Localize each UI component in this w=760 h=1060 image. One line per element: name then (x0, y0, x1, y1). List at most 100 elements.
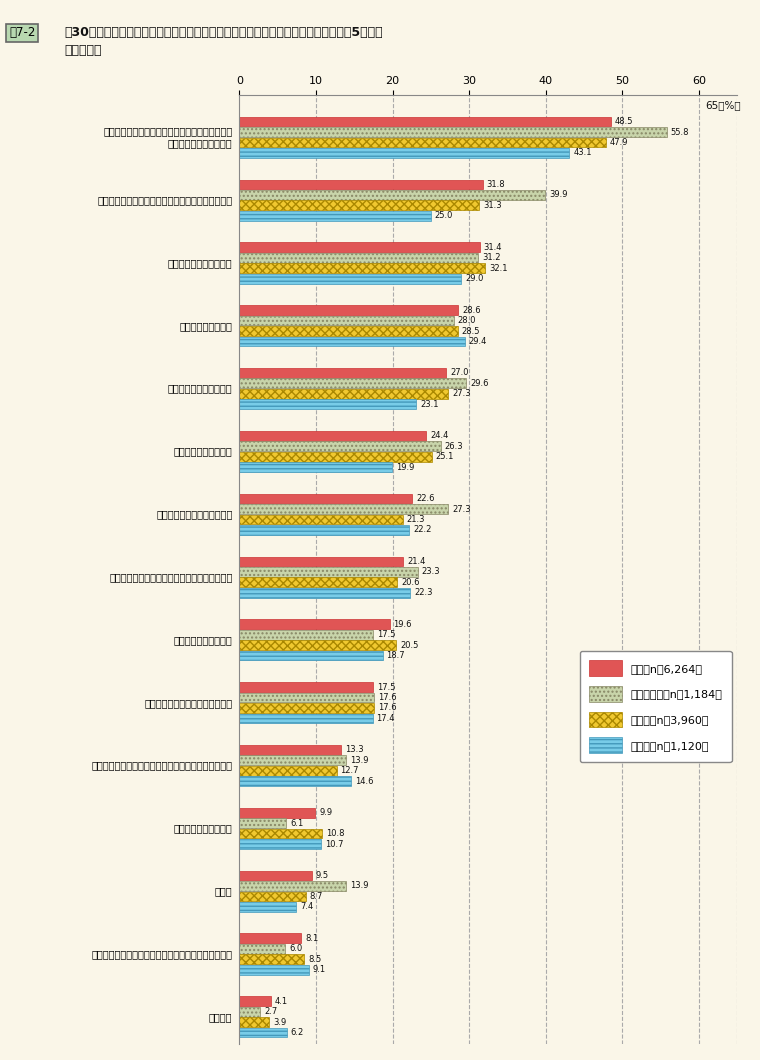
Bar (239, 776, 351, 787)
Bar (239, 452, 432, 461)
Bar (239, 190, 545, 199)
Text: 14.6: 14.6 (355, 777, 374, 785)
Bar (239, 441, 441, 452)
Text: 8.1: 8.1 (306, 934, 318, 942)
Text: 9.9: 9.9 (319, 808, 332, 817)
Text: 9.5: 9.5 (316, 871, 329, 880)
Text: 28.6: 28.6 (462, 305, 481, 315)
Text: 10.7: 10.7 (325, 840, 344, 849)
Text: 22.6: 22.6 (416, 494, 435, 504)
Bar (239, 326, 458, 336)
Bar (239, 766, 337, 776)
Bar (239, 881, 346, 890)
Text: 18.7: 18.7 (386, 651, 405, 660)
Text: 2.7: 2.7 (264, 1007, 277, 1017)
Bar (239, 378, 466, 388)
Text: 27.3: 27.3 (452, 389, 471, 399)
Bar (239, 944, 285, 954)
Text: 22.3: 22.3 (414, 588, 432, 597)
Text: 20.5: 20.5 (401, 640, 419, 650)
Text: 21.3: 21.3 (407, 515, 425, 524)
Text: 24.4: 24.4 (430, 431, 448, 440)
Text: 23.1: 23.1 (420, 400, 439, 409)
Text: 39.9: 39.9 (549, 191, 567, 199)
Bar (239, 1018, 269, 1027)
Text: 28.5: 28.5 (461, 326, 480, 336)
Bar (239, 462, 392, 472)
Text: 19.9: 19.9 (396, 462, 414, 472)
Text: 55.8: 55.8 (670, 127, 689, 137)
Bar (239, 891, 306, 901)
Text: 29.6: 29.6 (470, 378, 489, 388)
Text: 6.1: 6.1 (290, 818, 303, 828)
Bar (239, 389, 448, 399)
Text: 17.4: 17.4 (376, 714, 395, 723)
Bar (239, 902, 296, 912)
Text: 17.6: 17.6 (378, 693, 397, 702)
Text: 25.0: 25.0 (435, 211, 453, 220)
Text: 6.2: 6.2 (291, 1028, 304, 1037)
Text: 4.1: 4.1 (274, 996, 288, 1006)
Bar (239, 337, 464, 347)
Bar (239, 200, 479, 210)
Bar (239, 305, 458, 315)
Bar (239, 148, 569, 158)
Text: 65（%）: 65（%） (705, 100, 741, 110)
Bar (239, 745, 341, 755)
Text: 6.0: 6.0 (289, 944, 302, 953)
Text: 17.5: 17.5 (377, 683, 396, 691)
Text: 図7-2: 図7-2 (9, 26, 36, 39)
Text: 26.3: 26.3 (445, 442, 464, 450)
Bar (239, 316, 454, 325)
Bar (239, 808, 315, 817)
Text: 8.7: 8.7 (310, 891, 323, 901)
Bar (239, 263, 485, 273)
Bar (239, 934, 302, 943)
Bar (239, 179, 483, 190)
Text: 22.2: 22.2 (413, 526, 432, 534)
Bar (239, 117, 611, 126)
Text: 31.2: 31.2 (482, 253, 501, 262)
Text: 3.9: 3.9 (273, 1018, 287, 1027)
Text: 25.1: 25.1 (435, 453, 454, 461)
Bar (239, 996, 271, 1006)
Bar (239, 494, 413, 504)
Bar (239, 505, 448, 514)
Text: 13.9: 13.9 (350, 756, 368, 765)
Legend: 総数（n＝6,264）, 課長補佐級（n＝1,184）, 係長級（n＝3,960）, その他（n＝1,120）: 総数（n＝6,264）, 課長補佐級（n＝1,184）, 係長級（n＝3,960… (580, 651, 732, 762)
Bar (239, 1028, 287, 1038)
Bar (239, 273, 461, 283)
Text: 13.9: 13.9 (350, 882, 368, 890)
Bar (239, 840, 321, 849)
Bar (239, 683, 373, 692)
Text: 10.8: 10.8 (326, 829, 344, 838)
Bar (239, 829, 322, 838)
Bar (239, 368, 446, 377)
Text: 43.1: 43.1 (573, 148, 592, 158)
Text: 31.8: 31.8 (486, 180, 505, 189)
Text: 27.0: 27.0 (450, 369, 468, 377)
Text: 17.5: 17.5 (377, 631, 396, 639)
Text: 13.3: 13.3 (345, 745, 364, 755)
Bar (239, 138, 606, 147)
Bar (239, 578, 397, 587)
Bar (239, 954, 305, 965)
Bar (239, 756, 346, 765)
Text: 8.5: 8.5 (309, 955, 321, 964)
Bar (239, 253, 478, 263)
Text: 9.1: 9.1 (313, 966, 326, 974)
Text: 48.5: 48.5 (615, 117, 633, 126)
Bar (239, 567, 418, 577)
Text: 29.4: 29.4 (468, 337, 486, 346)
Bar (239, 965, 309, 974)
Bar (239, 127, 667, 137)
Text: 31.3: 31.3 (483, 200, 502, 210)
Bar (239, 692, 374, 703)
Bar (239, 818, 286, 828)
Bar (239, 713, 372, 723)
Bar (239, 430, 426, 441)
Bar (239, 588, 410, 598)
Bar (239, 651, 382, 660)
Text: 20.6: 20.6 (401, 578, 420, 587)
Text: 17.6: 17.6 (378, 704, 397, 712)
